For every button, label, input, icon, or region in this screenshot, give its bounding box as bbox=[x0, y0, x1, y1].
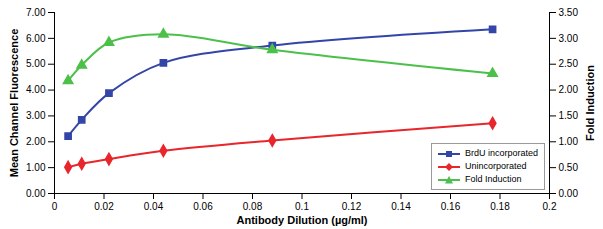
svg-text:0.1: 0.1 bbox=[295, 201, 309, 212]
svg-text:1.00: 1.00 bbox=[26, 162, 46, 173]
svg-text:3.00: 3.00 bbox=[26, 110, 46, 121]
svg-text:0.02: 0.02 bbox=[94, 201, 114, 212]
svg-text:0.08: 0.08 bbox=[243, 201, 263, 212]
svg-text:0.14: 0.14 bbox=[391, 201, 411, 212]
html-text:BrdU incorporated: BrdU incorporated bbox=[465, 148, 538, 158]
svg-text:0: 0 bbox=[52, 201, 58, 212]
svg-text:Antibody Dilution (µg/ml): Antibody Dilution (µg/ml) bbox=[237, 214, 368, 226]
html-text:Fold Induction: Fold Induction bbox=[465, 174, 522, 184]
svg-text:0.50: 0.50 bbox=[559, 162, 579, 173]
svg-text:2.00: 2.00 bbox=[26, 136, 46, 147]
svg-text:Mean Channel Fluorescence: Mean Channel Fluorescence bbox=[8, 29, 20, 178]
svg-text:5.00: 5.00 bbox=[26, 58, 46, 69]
svg-text:0.2: 0.2 bbox=[543, 201, 557, 212]
svg-text:0.00: 0.00 bbox=[26, 188, 46, 199]
svg-text:0.18: 0.18 bbox=[490, 201, 510, 212]
svg-text:1.00: 1.00 bbox=[559, 136, 579, 147]
svg-text:7.00: 7.00 bbox=[26, 7, 46, 18]
svg-text:4.00: 4.00 bbox=[26, 84, 46, 95]
svg-text:0.12: 0.12 bbox=[342, 201, 362, 212]
svg-text:6.00: 6.00 bbox=[26, 33, 46, 44]
svg-text:2.50: 2.50 bbox=[559, 58, 579, 69]
svg-text:3.50: 3.50 bbox=[559, 7, 579, 18]
svg-text:3.00: 3.00 bbox=[559, 33, 579, 44]
svg-text:2.00: 2.00 bbox=[559, 84, 579, 95]
svg-text:0.16: 0.16 bbox=[441, 201, 461, 212]
svg-text:0.04: 0.04 bbox=[144, 201, 164, 212]
svg-text:1.50: 1.50 bbox=[559, 110, 579, 121]
svg-text:0.06: 0.06 bbox=[193, 201, 213, 212]
svg-text:Fold Induction: Fold Induction bbox=[584, 65, 596, 141]
html-text:Unincorporated: Unincorporated bbox=[465, 161, 527, 171]
svg-text:0.00: 0.00 bbox=[559, 188, 579, 199]
